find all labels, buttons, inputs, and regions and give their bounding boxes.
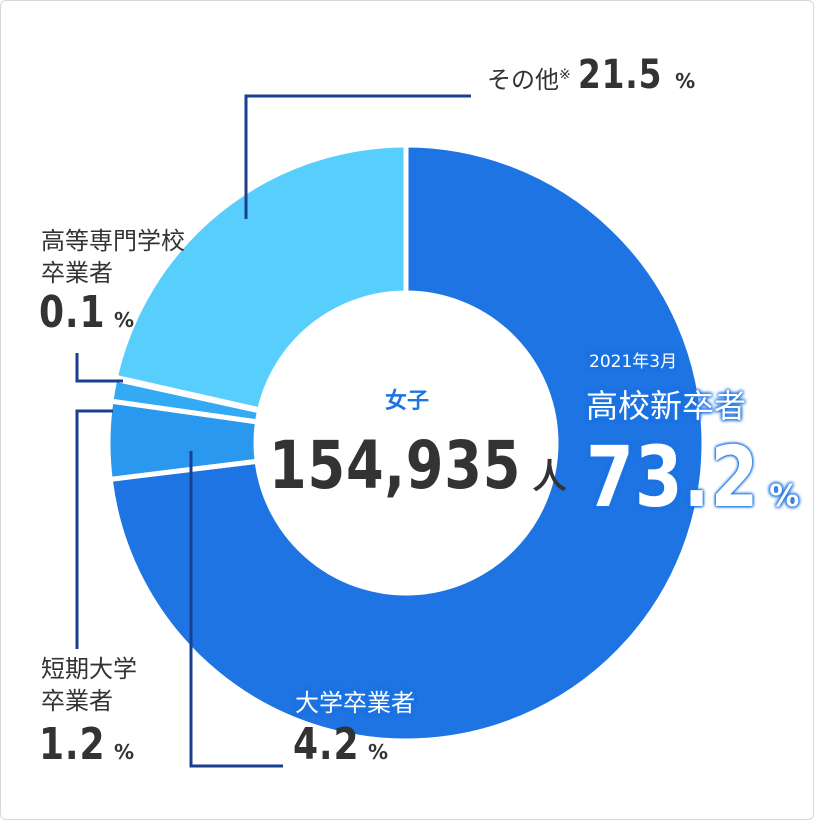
unit: % (367, 740, 388, 764)
date-label: 2021年3月 (589, 352, 678, 372)
donut-segment (112, 142, 409, 413)
center-total: 154,935 人 (269, 426, 569, 506)
value-label: 73.2% (586, 429, 799, 525)
value-label: その他※ 21.5% (487, 52, 696, 98)
total-unit: 人 (532, 457, 567, 497)
category-label: その他 (487, 66, 559, 94)
leader-line (244, 94, 471, 219)
value: 0.1 (39, 287, 106, 338)
leader-lines (75, 94, 471, 768)
category-label: 短期大学 卒業者 (41, 655, 137, 715)
leader-line (75, 409, 113, 649)
unit: % (675, 69, 696, 93)
category-label: 大学卒業者 (295, 689, 415, 717)
leader-line (75, 353, 123, 383)
category-label: 高校新卒者 (586, 387, 747, 425)
value: 1.2 (39, 719, 106, 770)
donut (105, 142, 707, 744)
value: 4.2 (293, 719, 360, 770)
unit: % (113, 308, 134, 332)
note-mark: ※ (559, 67, 571, 83)
leader-line (189, 451, 283, 768)
unit: % (113, 740, 134, 764)
value-label: 0.1% (39, 287, 134, 338)
value: 21.5 (578, 52, 663, 98)
value-label: 1.2% (39, 719, 134, 770)
total: 154,935 (269, 427, 522, 504)
unit: % (769, 479, 800, 514)
category-label: 高等専門学校 卒業者 (41, 227, 185, 287)
donut-segment (107, 142, 707, 744)
value-label: 4.2% (293, 719, 388, 770)
center-label: 女子 (384, 389, 429, 414)
value: 73.2 (586, 428, 760, 526)
